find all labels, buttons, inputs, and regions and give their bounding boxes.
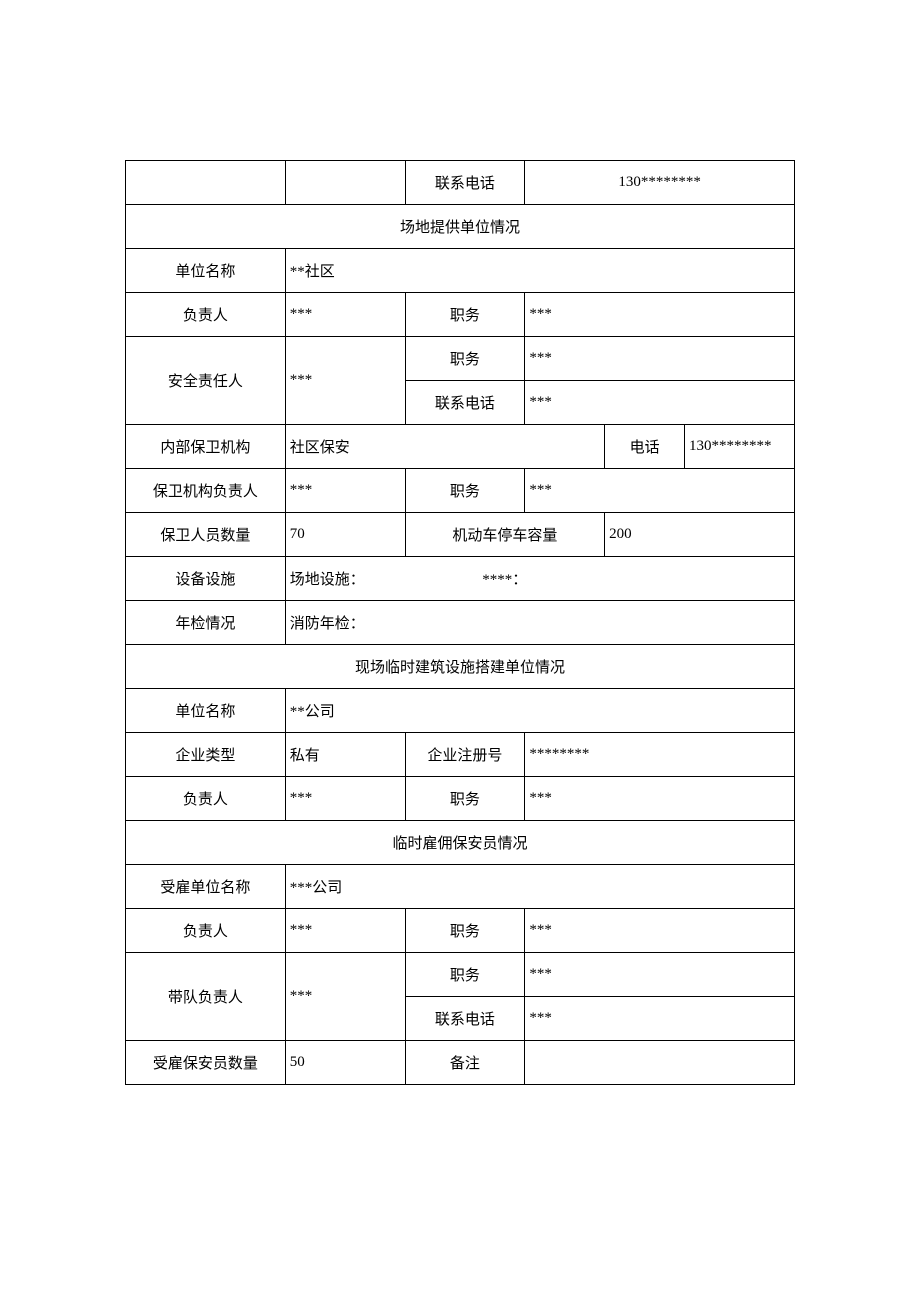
value-sec1-safety-phone: *** bbox=[525, 381, 795, 425]
label-sec2-person: 负责人 bbox=[126, 777, 286, 821]
label-sec2-type: 企业类型 bbox=[126, 733, 286, 777]
label-sec1-guardperson-pos: 职务 bbox=[405, 469, 525, 513]
row-sec1-guardperson: 保卫机构负责人 *** 职务 *** bbox=[126, 469, 795, 513]
row-sec1-header: 场地提供单位情况 bbox=[126, 205, 795, 249]
row-sec3-unitname: 受雇单位名称 ***公司 bbox=[126, 865, 795, 909]
label-sec1-inspect: 年检情况 bbox=[126, 601, 286, 645]
label-sec3-leader: 带队负责人 bbox=[126, 953, 286, 1041]
value-sec3-leader: *** bbox=[285, 953, 405, 1041]
value-sec3-count: 50 bbox=[285, 1041, 405, 1085]
label-sec1-unitname: 单位名称 bbox=[126, 249, 286, 293]
value-sec1-guardperson-pos: *** bbox=[525, 469, 795, 513]
row-sec1-person: 负责人 *** 职务 *** bbox=[126, 293, 795, 337]
row-sec1-counts: 保卫人员数量 70 机动车停车容量 200 bbox=[126, 513, 795, 557]
value-sec1-guardorg: 社区保安 bbox=[285, 425, 604, 469]
value-sec2-unitname: **公司 bbox=[285, 689, 794, 733]
label-sec3-unitname: 受雇单位名称 bbox=[126, 865, 286, 909]
label-sec3-leader-phone: 联系电话 bbox=[405, 997, 525, 1041]
label-contact-phone-top: 联系电话 bbox=[405, 161, 525, 205]
row-sec2-person: 负责人 *** 职务 *** bbox=[126, 777, 795, 821]
row-sec2-type: 企业类型 私有 企业注册号 ******** bbox=[126, 733, 795, 777]
value-sec1-guardphone: 130******** bbox=[685, 425, 795, 469]
row-sec1-guardorg: 内部保卫机构 社区保安 电话 130******** bbox=[126, 425, 795, 469]
value-sec1-safety: *** bbox=[285, 337, 405, 425]
label-sec3-note: 备注 bbox=[405, 1041, 525, 1085]
value-sec1-equip: 场地设施： ****： bbox=[285, 557, 794, 601]
label-sec3-person: 负责人 bbox=[126, 909, 286, 953]
row-sec3-person: 负责人 *** 职务 *** bbox=[126, 909, 795, 953]
text-equip-2: ****： bbox=[482, 572, 527, 588]
row-contact-top: 联系电话 130******** bbox=[126, 161, 795, 205]
page: 联系电话 130******** 场地提供单位情况 单位名称 **社区 负责人 … bbox=[0, 0, 920, 1301]
value-sec1-parking: 200 bbox=[605, 513, 795, 557]
value-sec3-person: *** bbox=[285, 909, 405, 953]
label-sec1-safety: 安全责任人 bbox=[126, 337, 286, 425]
cell-blank-2 bbox=[285, 161, 405, 205]
text-equip-1: 场地设施： bbox=[290, 572, 365, 588]
value-sec3-leader-phone: *** bbox=[525, 997, 795, 1041]
row-sec1-inspect: 年检情况 消防年检： bbox=[126, 601, 795, 645]
row-sec2-unitname: 单位名称 **公司 bbox=[126, 689, 795, 733]
value-sec2-reg: ******** bbox=[525, 733, 795, 777]
label-sec1-person-pos: 职务 bbox=[405, 293, 525, 337]
label-sec1-safety-phone: 联系电话 bbox=[405, 381, 525, 425]
value-sec3-note bbox=[525, 1041, 795, 1085]
value-sec3-unitname: ***公司 bbox=[285, 865, 794, 909]
value-sec1-guardcount: 70 bbox=[285, 513, 405, 557]
value-sec1-inspect: 消防年检： bbox=[285, 601, 794, 645]
label-sec2-unitname: 单位名称 bbox=[126, 689, 286, 733]
value-sec2-type: 私有 bbox=[285, 733, 405, 777]
row-sec1-equip: 设备设施 场地设施： ****： bbox=[126, 557, 795, 601]
label-sec1-guardperson: 保卫机构负责人 bbox=[126, 469, 286, 513]
label-sec1-person: 负责人 bbox=[126, 293, 286, 337]
value-sec1-safety-pos: *** bbox=[525, 337, 795, 381]
row-sec1-safety-1: 安全责任人 *** 职务 *** bbox=[126, 337, 795, 381]
row-sec3-leader-1: 带队负责人 *** 职务 *** bbox=[126, 953, 795, 997]
form-table: 联系电话 130******** 场地提供单位情况 单位名称 **社区 负责人 … bbox=[125, 160, 795, 1085]
value-contact-phone-top: 130******** bbox=[525, 161, 795, 205]
row-sec3-header: 临时雇佣保安员情况 bbox=[126, 821, 795, 865]
row-sec1-unitname: 单位名称 **社区 bbox=[126, 249, 795, 293]
value-sec1-guardperson: *** bbox=[285, 469, 405, 513]
value-sec3-person-pos: *** bbox=[525, 909, 795, 953]
value-sec1-person: *** bbox=[285, 293, 405, 337]
label-sec2-person-pos: 职务 bbox=[405, 777, 525, 821]
value-sec1-person-pos: *** bbox=[525, 293, 795, 337]
row-sec2-header: 现场临时建筑设施搭建单位情况 bbox=[126, 645, 795, 689]
header-sec3: 临时雇佣保安员情况 bbox=[126, 821, 795, 865]
label-sec3-leader-pos: 职务 bbox=[405, 953, 525, 997]
value-sec2-person-pos: *** bbox=[525, 777, 795, 821]
label-sec1-safety-pos: 职务 bbox=[405, 337, 525, 381]
label-sec1-guardcount: 保卫人员数量 bbox=[126, 513, 286, 557]
row-sec3-count: 受雇保安员数量 50 备注 bbox=[126, 1041, 795, 1085]
value-sec3-leader-pos: *** bbox=[525, 953, 795, 997]
label-sec2-reg: 企业注册号 bbox=[405, 733, 525, 777]
label-sec1-equip: 设备设施 bbox=[126, 557, 286, 601]
value-sec2-person: *** bbox=[285, 777, 405, 821]
header-sec1: 场地提供单位情况 bbox=[126, 205, 795, 249]
label-sec3-person-pos: 职务 bbox=[405, 909, 525, 953]
label-sec1-guardphone: 电话 bbox=[605, 425, 685, 469]
label-sec1-parking: 机动车停车容量 bbox=[405, 513, 605, 557]
value-sec1-unitname: **社区 bbox=[285, 249, 794, 293]
label-sec3-count: 受雇保安员数量 bbox=[126, 1041, 286, 1085]
label-sec1-guardorg: 内部保卫机构 bbox=[126, 425, 286, 469]
header-sec2: 现场临时建筑设施搭建单位情况 bbox=[126, 645, 795, 689]
cell-blank-1 bbox=[126, 161, 286, 205]
